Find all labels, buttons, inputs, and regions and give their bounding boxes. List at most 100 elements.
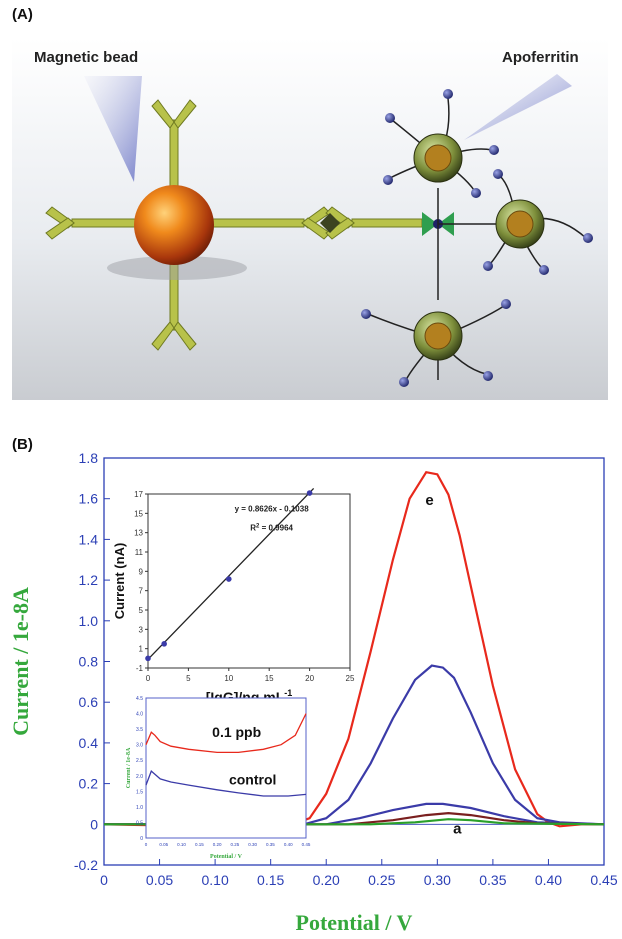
inset-y-tick-label: 11 [135,548,144,557]
panel-b-chart-area: 0 0.05 0.10 0.15 0.20 0.25 0.30 0.35 0.40 0.45 -0.… [0,410,622,935]
panel-a-label: (A) [12,6,33,23]
y-tick-label: 0.2 [79,776,99,792]
x-tick-label: 0.05 [146,872,173,888]
ppb-label: 0.1 ppb [212,724,261,740]
curve-label: e [425,492,433,509]
control-inset-x-tick-label: 0.45 [302,842,311,847]
calibration-point [161,641,167,647]
apoferritin-marker-balls [361,89,593,387]
y-tick-label: -0.2 [74,857,98,873]
control-inset-y-tick-label: 2.5 [136,758,143,764]
calibration-point [145,655,151,662]
control-inset-x-tick-label: 0.05 [159,842,168,847]
apoferritin-pointer [464,74,572,140]
x-axis-title: Potential / V [296,910,413,934]
y-tick-label: 0.8 [79,654,99,670]
panel-a-illustration: Magnetic bead Apoferritin [12,38,608,400]
control-inset-series-2 [145,770,307,797]
y-tick-label: 0.4 [79,735,99,751]
inset-x-tick-label: 10 [224,674,233,683]
apoferritin-label: Apoferritin [502,49,579,66]
inset-y-tick-label: 7 [139,587,144,596]
inset-x-tick-label: 15 [265,674,274,683]
y-axis-title: Current / 1e-8A [8,587,33,736]
inset-y-tick-label: 9 [139,567,144,576]
control-inset-x-tick-label: 0.35 [266,842,275,847]
inset-y-tick-label: 3 [139,625,144,634]
x-tick-label: 0.40 [535,872,562,888]
x-tick-label: 0.15 [257,872,284,888]
inset-frame [147,493,351,669]
control-inset-y-tick-label: 0.5 [136,820,143,826]
magnetic-bead-sphere [134,185,214,265]
inset-y-tick-label: -1 [136,664,144,673]
r2-prefix: R [250,524,256,533]
control-inset-x-tick-label: 0.25 [231,842,240,847]
control-inset-x-tick-label: 0.40 [284,842,293,847]
x-tick-label: 0.10 [201,872,228,888]
fit-equation: y = 0.8626x - 0.1038 [235,504,310,513]
magnetic-bead-apoferritin-illustration: Magnetic bead Apoferritin [12,38,608,400]
apoferritin-cages [413,133,545,361]
x-tick-label: 0.30 [424,872,451,888]
y-tick-label: 0 [90,816,98,832]
curve-label: a [453,820,462,837]
x-tick-label: 0.45 [590,872,617,888]
control-inset-y-tick-label: 3.0 [136,743,143,749]
control-inset-frame [145,697,307,839]
y-tick-label: 1.4 [79,531,99,547]
panel-b-label: (B) [12,436,33,453]
magnetic-bead-label: Magnetic bead [34,49,138,66]
inset-y-tick-label: 17 [134,490,143,499]
control-inset-series-1 [145,713,307,754]
inset-x-tick-label: 0 [146,674,151,683]
y-tick-label: 1.0 [79,613,99,629]
control-inset-x-tick-label: 0.15 [195,842,204,847]
y-tick-label: 1.2 [79,572,99,588]
series-line-2 [104,664,605,826]
x-tick-label: 0.25 [368,872,395,888]
control-label: control [229,771,276,787]
control-inset-x-tick-label: 0.20 [213,842,222,847]
inset-x-tick-label: 25 [346,674,355,683]
control-inset-y-tick-label: 0 [140,836,143,842]
x-tick-label: 0.20 [313,872,340,888]
series-line-4 [104,811,605,826]
inset-y-tick-label: 1 [139,645,144,654]
x-tick-label: 0 [100,872,108,888]
inset-y-tick-label: 13 [134,529,143,538]
inset-x-tick-label: 5 [186,674,191,683]
series-line-5 [104,818,605,826]
magnetic-bead-pointer [84,76,142,182]
control-inset-y-tick-label: 4.5 [136,696,143,702]
swv-chart: 0 0.05 0.10 0.15 0.20 0.25 0.30 0.35 0.40 0.45-0.… [8,450,618,935]
calibration-point [226,576,232,582]
control-inset-y-tick-label: 1.5 [136,789,143,795]
fit-line [147,487,315,660]
inset-x-tick-label: 20 [305,674,314,683]
calibration-point [306,490,313,496]
control-inset-chart: 0 0.05 0.10 0.15 0.20 0.25 0.30 0.35 0.40 0.45 4.5… [126,696,311,860]
inset-y-axis-title: Current (nA) [112,543,127,620]
r2-superscript: 2 [256,524,260,530]
inset-y-tick-label: 5 [139,606,144,615]
inset-y-tick-label: 15 [134,509,143,518]
inset-x-axis-title-sup: -1 [284,688,292,698]
antigen-icon [320,213,340,233]
control-inset-x-axis-title: Potential / V [210,854,243,860]
control-inset-y-tick-label: 1.0 [136,805,143,811]
control-inset-x-tick-label: 0.10 [177,842,186,847]
control-inset-y-tick-label: 3.5 [136,727,143,733]
y-tick-label: 0.6 [79,694,99,710]
x-tick-label: 0.35 [479,872,506,888]
r2-value: = 0.9964 [259,524,293,533]
control-inset-y-tick-label: 4.0 [136,712,143,718]
y-tick-label: 1.6 [79,491,99,507]
control-inset-x-tick-label: 0.30 [248,842,257,847]
control-inset-y-axis-title: Current / 1e-8A [126,747,132,788]
fit-r-squared: R2 = 0.9964 [250,524,293,533]
control-inset-x-tick-label: 0 [145,842,148,847]
y-tick-label: 1.8 [79,450,99,466]
series-line-3 [104,802,605,826]
